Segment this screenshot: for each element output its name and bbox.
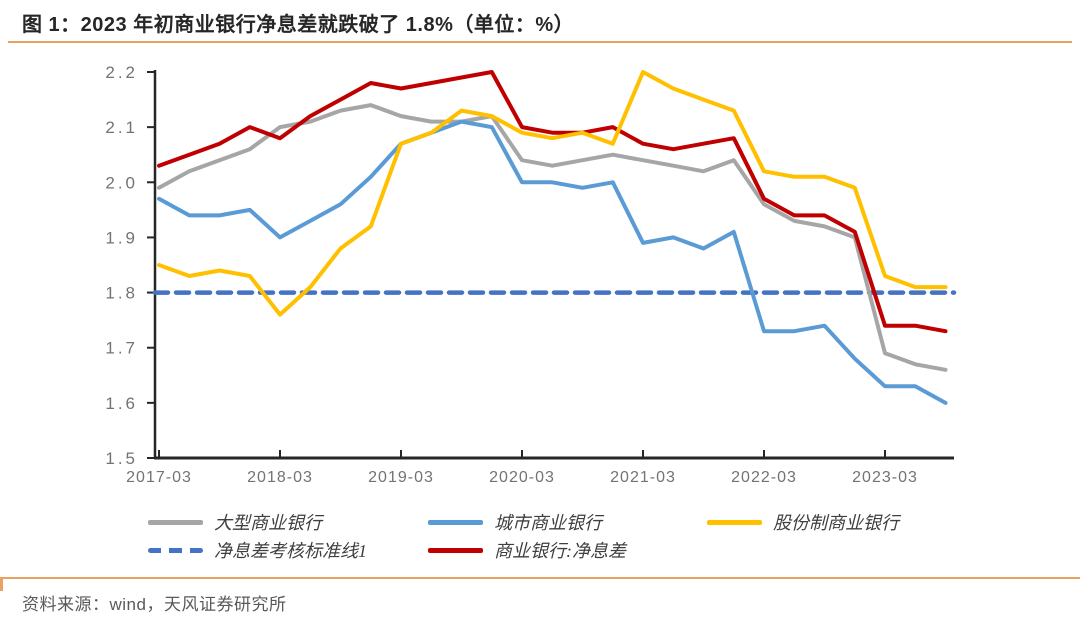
x-tick-label: 2023-03 <box>852 469 918 486</box>
legend-label: 商业银行:净息差 <box>494 541 626 561</box>
series-line-2 <box>157 70 948 317</box>
legend-swatch-blue-line <box>428 519 483 525</box>
legend-item-large-banks: 大型商业银行 <box>148 513 322 533</box>
legend-item-all-commercial-banks: 商业银行:净息差 <box>428 541 626 561</box>
source-divider <box>0 577 1080 579</box>
title-divider <box>8 41 1072 43</box>
page-corner-mark <box>0 577 3 591</box>
legend-item-standard-line: 净息差考核标准线1 <box>148 541 367 561</box>
x-tick-label: 2022-03 <box>731 469 797 486</box>
y-tick-label: 2.0 <box>105 173 138 192</box>
legend-swatch-red-line <box>428 547 483 553</box>
legend-swatch-gray-line <box>148 519 203 525</box>
legend-swatch-yellow-line <box>707 519 762 525</box>
legend-swatch-dashed-line <box>148 547 203 553</box>
y-tick-label: 1.8 <box>105 284 138 303</box>
legend-label: 城市商业银行 <box>494 513 602 533</box>
series-line-1 <box>157 119 948 405</box>
legend-label: 净息差考核标准线1 <box>214 541 367 561</box>
legend-item-jointstock-banks: 股份制商业银行 <box>707 513 899 533</box>
figure-title: 图 1：2023 年初商业银行净息差就跌破了 1.8%（单位：%） <box>22 14 575 36</box>
y-tick-label: 1.5 <box>105 449 138 468</box>
y-tick-label: 1.9 <box>105 228 138 247</box>
y-tick-label: 2.1 <box>105 118 138 137</box>
x-tick-label: 2018-03 <box>247 469 313 486</box>
legend-label: 大型商业银行 <box>214 513 322 533</box>
x-tick-label: 2021-03 <box>610 469 676 486</box>
x-tick-label: 2017-03 <box>126 469 192 486</box>
y-tick-label: 1.6 <box>105 394 138 413</box>
x-tick-label: 2019-03 <box>368 469 434 486</box>
y-tick-label: 2.2 <box>105 63 138 82</box>
series-line-4 <box>157 70 948 334</box>
legend-item-city-banks: 城市商业银行 <box>428 513 602 533</box>
y-tick-label: 1.7 <box>105 339 138 358</box>
legend-label: 股份制商业银行 <box>773 513 899 533</box>
series-line-0 <box>157 103 948 372</box>
source-note: 资料来源：wind，天风证券研究所 <box>22 595 287 614</box>
x-tick-label: 2020-03 <box>489 469 555 486</box>
